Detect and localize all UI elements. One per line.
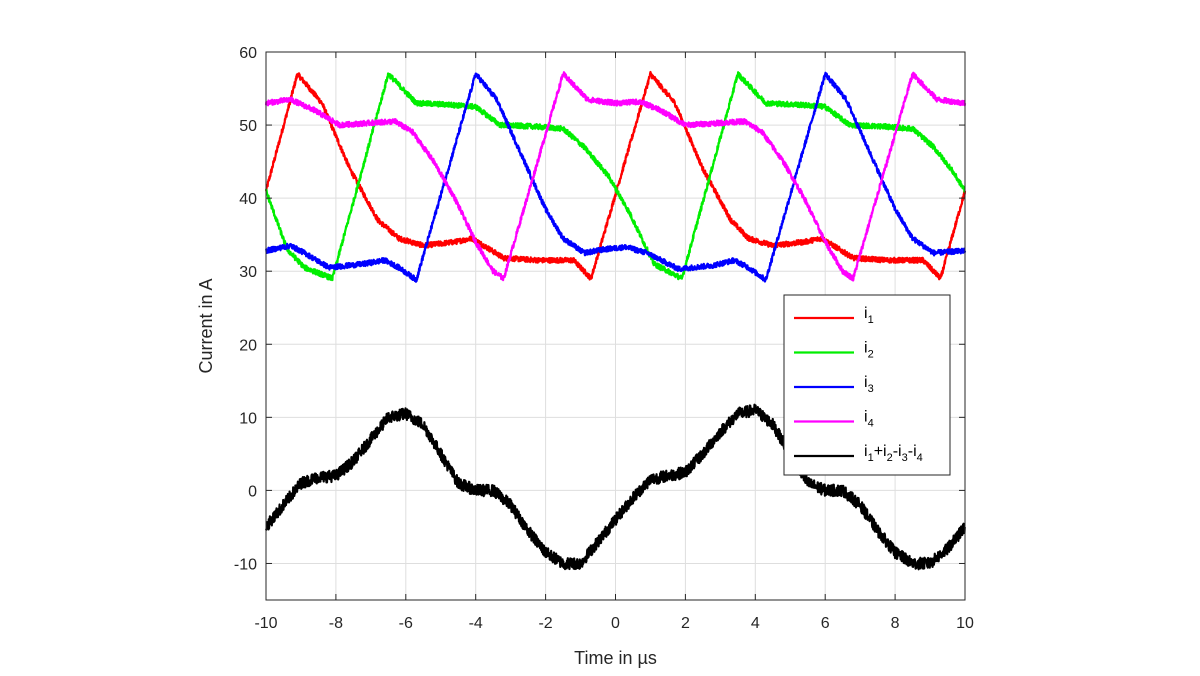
x-tick-label: 2 xyxy=(681,615,690,632)
y-tick-label: 30 xyxy=(239,264,257,281)
x-tick-label: 8 xyxy=(891,615,900,632)
x-tick-label: -10 xyxy=(254,615,277,632)
x-tick-label: 6 xyxy=(821,615,830,632)
x-tick-label: 10 xyxy=(956,615,974,632)
x-axis-title: Time in µs xyxy=(574,648,657,668)
x-tick-label: -8 xyxy=(329,615,343,632)
y-tick-label: 60 xyxy=(239,45,257,62)
y-tick-label: 50 xyxy=(239,118,257,135)
x-tick-label: -2 xyxy=(538,615,552,632)
x-tick-label: 0 xyxy=(611,615,620,632)
y-tick-label: 0 xyxy=(248,483,257,500)
legend-label: i2 xyxy=(864,340,874,361)
legend-box xyxy=(783,294,951,476)
y-tick-label: -10 xyxy=(234,556,257,573)
series-line-2 xyxy=(264,71,966,282)
legend-label: i3 xyxy=(864,374,874,395)
y-axis-title: Current in A xyxy=(196,278,216,373)
y-tick-label: 40 xyxy=(239,191,257,208)
x-tick-label: 4 xyxy=(751,615,760,632)
series-line-5 xyxy=(264,403,967,571)
legend-label: i1 xyxy=(864,305,874,326)
legend-label: i1+i2-i3-i4 xyxy=(864,443,923,464)
legend: i1 i2 i3 i4 i1+i2-i3-i4 xyxy=(783,294,951,476)
y-tick-label: 20 xyxy=(239,337,257,354)
series-line-1 xyxy=(264,70,967,281)
y-tick-label: 10 xyxy=(239,410,257,427)
x-tick-label: -4 xyxy=(469,615,483,632)
ticks: -10 -8 -6 -4 -2 0 2 4 6 8 10 -10 0 10 20 30 40 50 60 xyxy=(234,45,974,632)
series-line-3 xyxy=(264,71,967,283)
series-line-4 xyxy=(264,71,967,282)
x-tick-label: -6 xyxy=(399,615,413,632)
legend-label: i4 xyxy=(864,409,874,430)
series-lines xyxy=(264,70,967,571)
